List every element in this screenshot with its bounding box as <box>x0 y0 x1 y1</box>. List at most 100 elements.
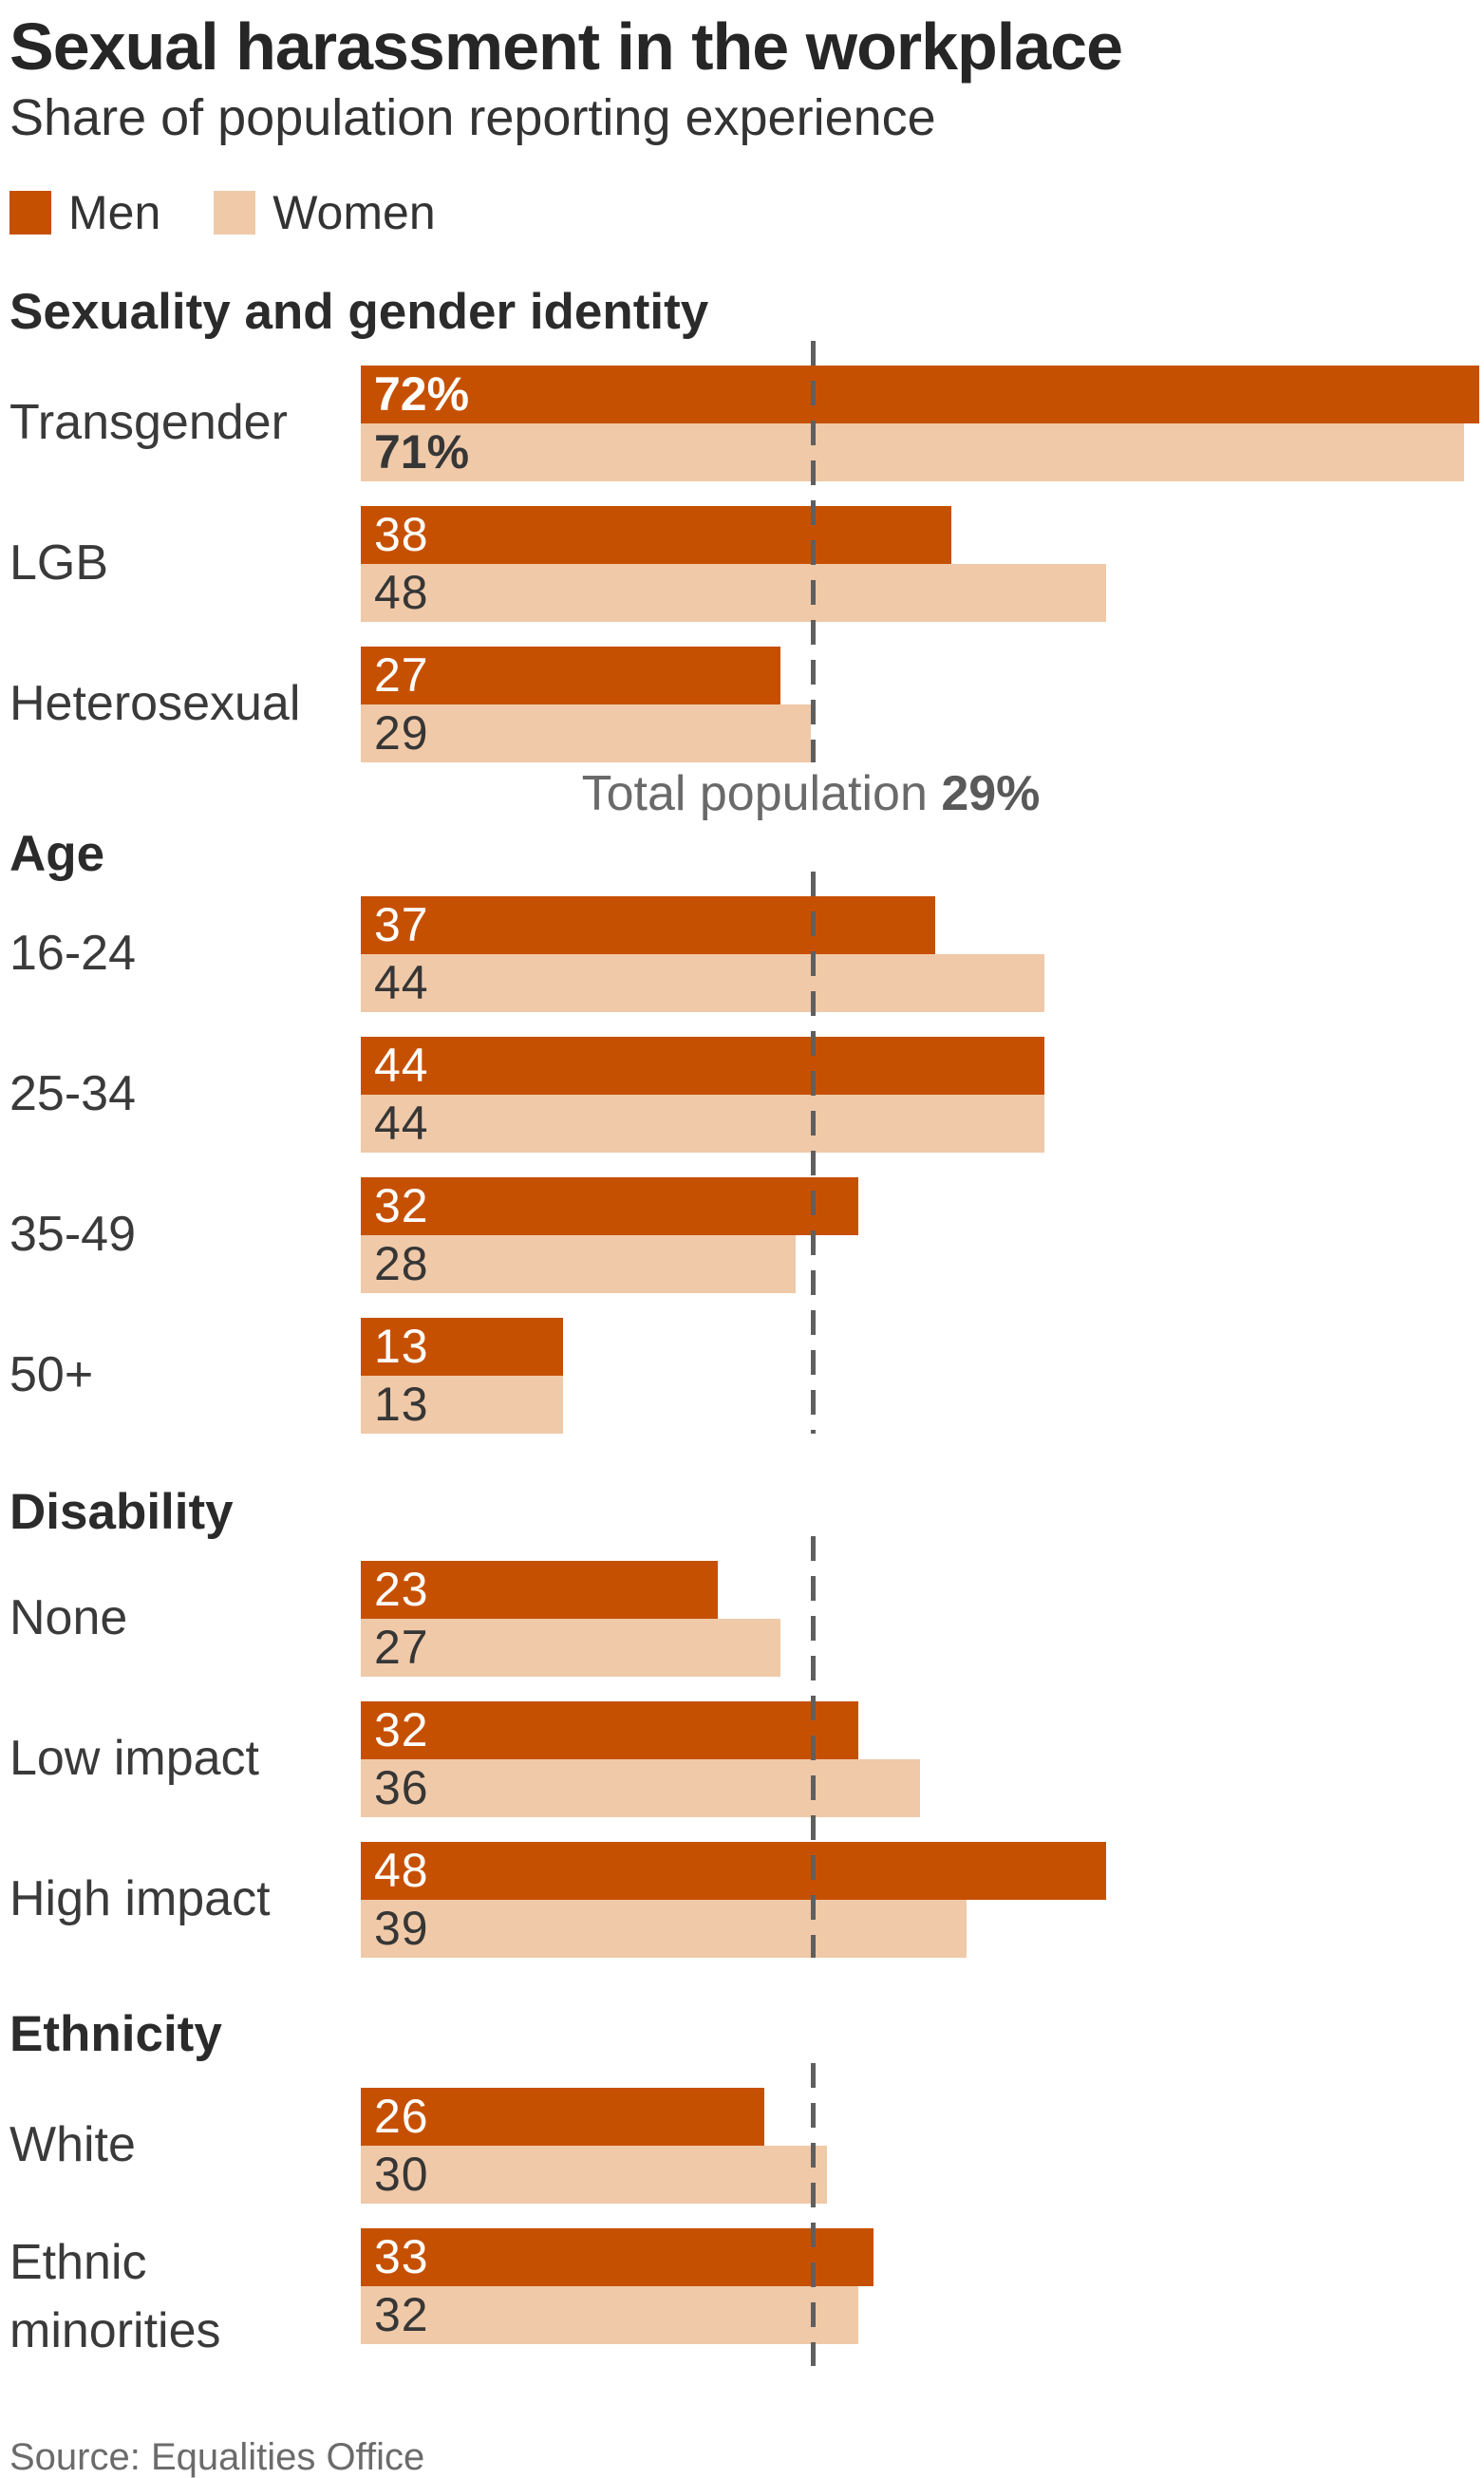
bar-men: 13 <box>361 1317 563 1376</box>
bar-value-men: 27 <box>374 648 429 703</box>
table-row: LGB 38 48 <box>9 505 1476 622</box>
bar-pair: 23 27 <box>361 1560 1476 1677</box>
bar-men: 37 <box>361 895 935 954</box>
reference-line <box>811 1535 817 1958</box>
table-row: High impact 48 39 <box>9 1841 1476 1958</box>
chart-body: Sexuality and gender identity Transgender… <box>9 283 1479 2367</box>
chart-group: Ethnicity White 26 30 Ethnic minorities 33 32 <box>9 2009 1476 2367</box>
bar-value-men: 37 <box>374 898 429 952</box>
group-rows: Transgender 72% 71% LGB 38 48 Heterosexual 27 29 <box>9 340 1479 762</box>
bar-men: 48 <box>361 1841 1106 1900</box>
bar-value-women: 30 <box>374 2148 429 2202</box>
bar-women: 44 <box>361 1094 1044 1153</box>
page-subtitle: Share of population reporting experience <box>9 89 936 146</box>
bar-value-women: 71% <box>374 425 470 479</box>
table-row: 35-49 32 28 <box>9 1176 1476 1293</box>
group-rows: None 23 27 Low impact 32 36 High impact 48 39 <box>9 1535 1476 1958</box>
bar-value-women: 44 <box>374 1097 429 1151</box>
category-label: White <box>9 2117 136 2173</box>
bar-value-men: 44 <box>374 1039 429 1093</box>
bar-value-women: 27 <box>374 1621 429 1675</box>
men-swatch-icon <box>9 190 51 235</box>
bar-pair: 32 36 <box>361 1700 1476 1817</box>
bar-value-men: 23 <box>374 1563 429 1617</box>
legend: Men Women <box>9 186 1476 239</box>
annotation-value: 29% <box>941 765 1041 821</box>
bar-value-women: 39 <box>374 1902 429 1956</box>
bar-women: 36 <box>361 1758 920 1817</box>
bar-value-women: 28 <box>374 1237 429 1291</box>
bar-men: 32 <box>361 1700 858 1759</box>
bar-value-women: 44 <box>374 956 429 1010</box>
bar-value-women: 13 <box>374 1378 429 1432</box>
category-label: None <box>9 1590 128 1646</box>
source-note: Source: Equalities Office <box>9 2436 425 2478</box>
bar-men: 38 <box>361 505 951 564</box>
bar-value-women: 29 <box>374 706 429 760</box>
bar-value-women: 48 <box>374 566 429 620</box>
group-header: Sexuality and gender identity <box>9 283 709 340</box>
table-row: Transgender 72% 71% <box>9 365 1479 481</box>
bar-women: 32 <box>361 2285 858 2344</box>
bar-pair: 37 44 <box>361 895 1476 1012</box>
bar-pair: 26 30 <box>361 2087 1476 2204</box>
category-label: 35-49 <box>9 1207 136 1263</box>
table-row: 25-34 44 44 <box>9 1036 1476 1153</box>
bar-value-men: 26 <box>374 2090 429 2144</box>
table-row: Heterosexual 27 29 <box>9 646 1476 762</box>
category-label: High impact <box>9 1871 271 1927</box>
bar-women: 29 <box>361 704 811 762</box>
bar-pair: 72% 71% <box>361 365 1479 481</box>
bar-value-men: 38 <box>374 508 429 562</box>
legend-label-men: Men <box>68 185 161 239</box>
bar-pair: 38 48 <box>361 505 1476 622</box>
page-title: Sexual harassment in the workplace <box>9 9 1123 84</box>
bar-women: 30 <box>361 2145 827 2204</box>
bar-value-men: 48 <box>374 1844 429 1898</box>
bar-value-women: 36 <box>374 1761 429 1815</box>
group-header: Ethnicity <box>9 2005 222 2062</box>
category-label: Heterosexual <box>9 676 301 732</box>
table-row: 50+ 13 13 <box>9 1317 1476 1434</box>
bar-men: 23 <box>361 1560 718 1619</box>
bar-men: 44 <box>361 1036 1044 1095</box>
table-row: 16-24 37 44 <box>9 895 1476 1012</box>
category-label: Transgender <box>9 395 288 451</box>
category-label: 16-24 <box>9 926 136 982</box>
bar-women: 44 <box>361 953 1044 1012</box>
group-rows: White 26 30 Ethnic minorities 33 32 <box>9 2062 1476 2367</box>
category-label: 25-34 <box>9 1066 136 1122</box>
bar-value-men: 32 <box>374 1179 429 1233</box>
group-rows: 16-24 37 44 25-34 44 44 35-49 32 28 50+ 13 13 <box>9 871 1476 1434</box>
annotation-prefix: Total population <box>581 765 942 821</box>
category-label: Low impact <box>9 1731 259 1787</box>
table-row: Ethnic minorities 33 32 <box>9 2227 1476 2367</box>
bar-value-men: 32 <box>374 1703 429 1757</box>
chart-group: Age 16-24 37 44 25-34 44 44 35-49 32 28 50+ 13 13 <box>9 829 1476 1434</box>
chart-group: Sexuality and gender identity Transgender… <box>9 283 1479 762</box>
women-swatch-icon <box>214 190 256 235</box>
bar-men: 72% <box>361 365 1479 423</box>
legend-item-men: Men <box>9 185 160 240</box>
reference-annotation: Total population 29% <box>9 762 1476 829</box>
bar-women: 39 <box>361 1899 967 1958</box>
bar-women: 27 <box>361 1618 780 1677</box>
reference-line <box>811 871 817 1434</box>
bar-men: 26 <box>361 2087 764 2146</box>
bar-women: 48 <box>361 563 1106 622</box>
bar-pair: 48 39 <box>361 1841 1476 1958</box>
bar-pair: 27 29 <box>361 646 1476 762</box>
group-header: Disability <box>9 1483 234 1540</box>
category-label: LGB <box>9 535 109 591</box>
bar-value-men: 72% <box>374 367 470 422</box>
bar-pair: 44 44 <box>361 1036 1476 1153</box>
bar-value-men: 13 <box>374 1320 429 1374</box>
bar-pair: 33 32 <box>361 2227 1476 2367</box>
bar-men: 32 <box>361 1176 858 1235</box>
bar-value-men: 33 <box>374 2230 429 2284</box>
bar-value-women: 32 <box>374 2288 429 2342</box>
bar-pair: 13 13 <box>361 1317 1476 1434</box>
table-row: White 26 30 <box>9 2087 1476 2204</box>
category-label: 50+ <box>9 1347 94 1403</box>
